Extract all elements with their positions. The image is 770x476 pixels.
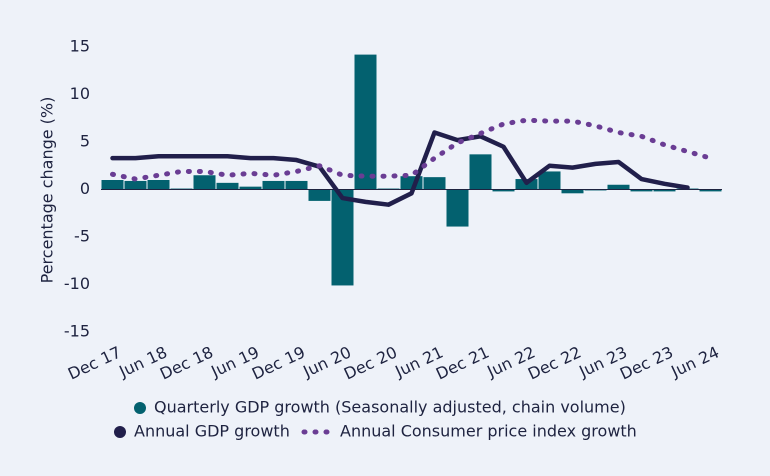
legend-marker (134, 402, 146, 414)
bar (308, 189, 331, 201)
bar (331, 189, 354, 286)
bar (699, 189, 722, 192)
y-tick-label: 0 (80, 179, 90, 198)
bar (285, 180, 308, 190)
legend-label: Annual GDP growth (134, 422, 290, 441)
y-tick-label: 5 (80, 132, 90, 151)
y-tick-label: 15 (70, 37, 90, 56)
bar (354, 54, 377, 190)
bar (469, 154, 492, 190)
y-tick-label: -10 (64, 274, 90, 293)
line (110, 130, 690, 207)
bar (492, 189, 515, 192)
bar (124, 180, 147, 190)
bar (193, 175, 216, 190)
bar (239, 186, 262, 190)
y-tick-label: 10 (70, 84, 90, 103)
y-tick-label: -15 (64, 322, 90, 341)
legend-label: Quarterly GDP growth (Seasonally adjuste… (154, 398, 626, 417)
y-tick-label: -5 (74, 227, 90, 246)
bar (653, 189, 676, 192)
bar (446, 189, 469, 227)
y-axis-label: Percentage change (%) (38, 97, 57, 284)
bar (147, 180, 170, 190)
line (110, 117, 713, 182)
bar (630, 189, 653, 192)
legend-label: Annual Consumer price index growth (340, 422, 637, 441)
legend-marker (114, 426, 126, 438)
bar (538, 171, 561, 190)
bar (423, 177, 446, 190)
bar (561, 189, 584, 194)
bar (216, 182, 239, 190)
bar (607, 184, 630, 190)
bar (101, 180, 124, 190)
bar (262, 180, 285, 190)
